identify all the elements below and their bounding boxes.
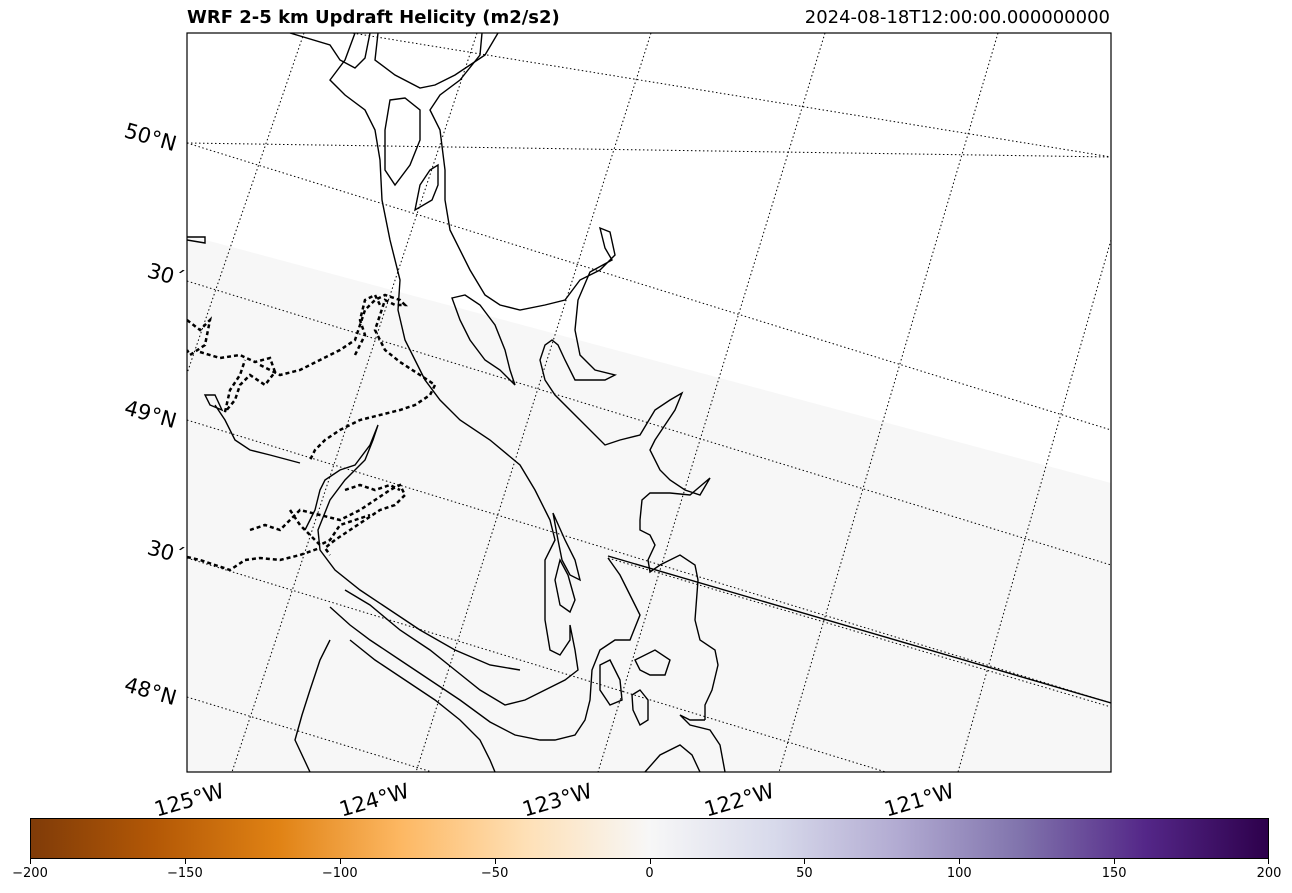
border-dotted: [607, 557, 1111, 708]
map-title: WRF 2-5 km Updraft Helicity (m2/s2): [187, 7, 560, 28]
colorbar-tick-label: −100: [321, 866, 358, 881]
colorbar-tick: [30, 859, 31, 864]
colorbar: [30, 818, 1269, 859]
colorbar-gradient: [30, 818, 1269, 859]
colorbar-tick: [1268, 859, 1269, 864]
map-frame: [186, 32, 1112, 773]
valid-time: 2024-08-18T12:00:00.000000000: [804, 7, 1110, 28]
colorbar-tick: [804, 859, 806, 864]
colorbar-tick: [184, 859, 186, 864]
colorbar-tick: [649, 859, 651, 864]
colorbar-tick: [1114, 859, 1116, 864]
coastlines: [187, 33, 726, 772]
colorbar-tick-label: 100: [946, 866, 972, 881]
colorbar-tick-label: 0: [645, 866, 654, 881]
parallels: [187, 33, 1111, 772]
colorbar-tick-label: 150: [1101, 866, 1127, 881]
colorbar-tick-label: −50: [480, 866, 509, 881]
colorbar-tick: [339, 859, 341, 864]
colorbar-tick-label: 50: [796, 866, 813, 881]
colorbar-tick: [494, 859, 496, 864]
colorbar-tick-label: 200: [1256, 866, 1282, 881]
land-mask-contours: [187, 293, 437, 572]
meridians: [187, 33, 1111, 772]
colorbar-tick-label: −200: [12, 866, 48, 881]
latitude-gridlines: [187, 142, 1111, 158]
country-border: [607, 555, 1111, 704]
colorbar-tick-label: −150: [167, 866, 203, 881]
colorbar-tick: [959, 859, 961, 864]
helicity-field: [187, 235, 1111, 772]
